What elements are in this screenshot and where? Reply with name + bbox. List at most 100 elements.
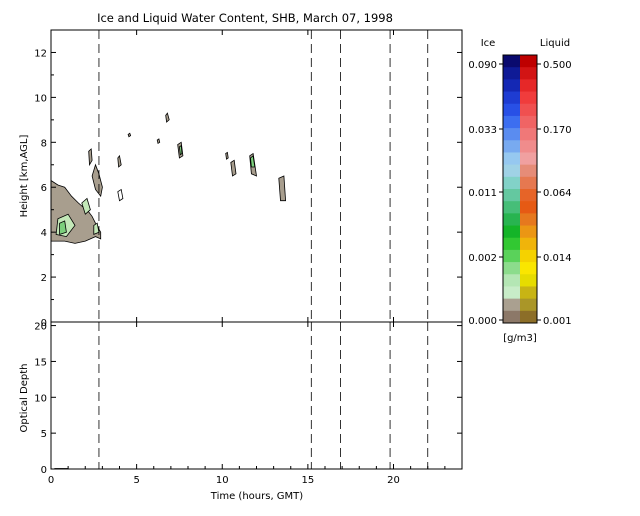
colorbar-liquid-swatch (520, 140, 537, 153)
colorbar: Ice Liquid 0.090 0.033 0.011 0.002 0.000 0.50… (468, 38, 571, 344)
colorbar-ice-swatch (503, 286, 520, 300)
x-tick-label: 20 (387, 475, 400, 486)
x-tick-label: 15 (302, 475, 315, 486)
colorbar-ice-swatch (503, 201, 520, 214)
wc-panel: 0 2 4 6 8 10 12 Height [km,AGL] (19, 29, 463, 329)
colorbar-liquid-swatch (520, 67, 537, 80)
colorbar-ice-label: Ice (481, 38, 496, 49)
colorbar-liquid-swatch (520, 201, 537, 214)
y-tick-label: 8 (41, 138, 47, 149)
wc-x-ticks (50, 30, 394, 322)
colorbar-liquid-swatches (520, 55, 537, 324)
time-markers (98, 30, 429, 322)
cloud-region (156, 138, 161, 145)
cloud-regions (50, 112, 287, 244)
y-tick-label: 5 (41, 429, 47, 440)
colorbar-ice-swatch (503, 67, 520, 80)
colorbar-liquid-swatch (520, 176, 537, 190)
height-axis-label: Height [km,AGL] (19, 135, 30, 218)
cloud-region (91, 163, 103, 198)
time-x-ticks: 0 5 10 15 20 (48, 322, 446, 486)
y-tick-label: 0 (41, 465, 47, 476)
colorbar-ice-swatch (503, 91, 520, 105)
colorbar-liquid-swatch (520, 274, 537, 287)
time-axis-label: Time (hours, GMT) (210, 491, 304, 502)
colorbar-liquid-swatch (520, 298, 537, 312)
optical-depth-axis-label: Optical Depth (19, 364, 30, 433)
colorbar-ice-tick-label: 0.033 (468, 125, 497, 136)
colorbar-ice-swatch (503, 115, 520, 129)
cloud-region (225, 151, 229, 160)
colorbar-ticks: 0.090 0.033 0.011 0.002 0.000 0.500 0.170 0.064… (468, 60, 571, 327)
cloud-region (117, 188, 124, 202)
colorbar-ice-tick-label: 0.090 (468, 60, 497, 71)
colorbar-liquid-swatch (520, 310, 537, 324)
colorbar-ice-swatch (503, 213, 520, 227)
colorbar-liquid-tick-label: 0.014 (543, 253, 572, 264)
optical-depth-y-ticks: 0 5 10 15 20 (34, 322, 462, 476)
colorbar-ice-swatch (503, 225, 520, 239)
colorbar-liquid-swatch (520, 152, 537, 166)
colorbar-ice-swatch (503, 128, 520, 141)
x-tick-label: 10 (216, 475, 229, 486)
cloud-region (178, 145, 183, 156)
y-tick-label: 10 (34, 93, 47, 104)
colorbar-ice-swatch (503, 310, 520, 324)
y-tick-label: 15 (34, 357, 47, 368)
colorbar-liquid-swatch (520, 189, 537, 202)
colorbar-liquid-tick-label: 0.001 (543, 316, 572, 327)
colorbar-liquid-swatch (520, 128, 537, 141)
colorbar-ice-swatch (503, 140, 520, 153)
height-y-ticks: 0 2 4 6 8 10 12 (34, 48, 462, 329)
time-markers (98, 322, 429, 469)
cloud-region (250, 155, 256, 168)
colorbar-liquid-swatch (520, 286, 537, 300)
colorbar-ice-swatch (503, 237, 520, 251)
colorbar-liquid-swatch (520, 91, 537, 105)
y-tick-label: 12 (34, 48, 47, 59)
y-tick-label: 10 (34, 393, 47, 404)
colorbar-ice-swatch (503, 164, 520, 178)
cloud-region (127, 132, 132, 138)
colorbar-ice-swatch (503, 262, 520, 275)
colorbar-ice-swatch (503, 152, 520, 166)
colorbar-liquid-tick-label: 0.170 (543, 125, 572, 136)
colorbar-liquid-swatch (520, 115, 537, 129)
colorbar-liquid-swatch (520, 103, 537, 117)
colorbar-ice-swatch (503, 298, 520, 312)
colorbar-ice-tick-label: 0.002 (468, 253, 497, 264)
colorbar-ice-swatches (503, 55, 520, 324)
colorbar-ice-swatch (503, 189, 520, 202)
optical-depth-panel-frame (50, 321, 463, 470)
cloud-region (165, 112, 170, 123)
cloud-region (278, 175, 287, 202)
cloud-region (81, 197, 91, 215)
y-tick-label: 20 (34, 322, 47, 333)
colorbar-ice-swatch (503, 103, 520, 117)
colorbar-liquid-swatch (520, 225, 537, 239)
colorbar-liquid-tick-label: 0.500 (543, 60, 572, 71)
colorbar-ice-swatch (503, 176, 520, 190)
cloud-region (88, 148, 93, 167)
y-tick-label: 0 (41, 318, 47, 329)
cloud-region (230, 159, 237, 177)
cloud-region (93, 222, 100, 236)
colorbar-frame (502, 54, 538, 324)
colorbar-liquid-swatch (520, 55, 537, 68)
colorbar-liquid-tick-label: 0.064 (543, 188, 572, 199)
colorbar-units-label: [g/m3] (503, 333, 537, 344)
colorbar-liquid-swatch (520, 164, 537, 178)
colorbar-liquid-swatch (520, 213, 537, 227)
colorbar-ice-tick-label: 0.000 (468, 316, 497, 327)
cloud-region (117, 154, 122, 168)
colorbar-liquid-swatch (520, 237, 537, 251)
colorbar-ice-swatch (503, 274, 520, 287)
colorbar-liquid-swatch (520, 249, 537, 263)
x-tick-label: 0 (48, 475, 54, 486)
colorbar-liquid-swatch (520, 262, 537, 275)
x-tick-label: 5 (133, 475, 139, 486)
colorbar-ice-swatch (503, 79, 520, 93)
colorbar-ice-swatch (503, 249, 520, 263)
colorbar-liquid-label: Liquid (540, 38, 570, 49)
